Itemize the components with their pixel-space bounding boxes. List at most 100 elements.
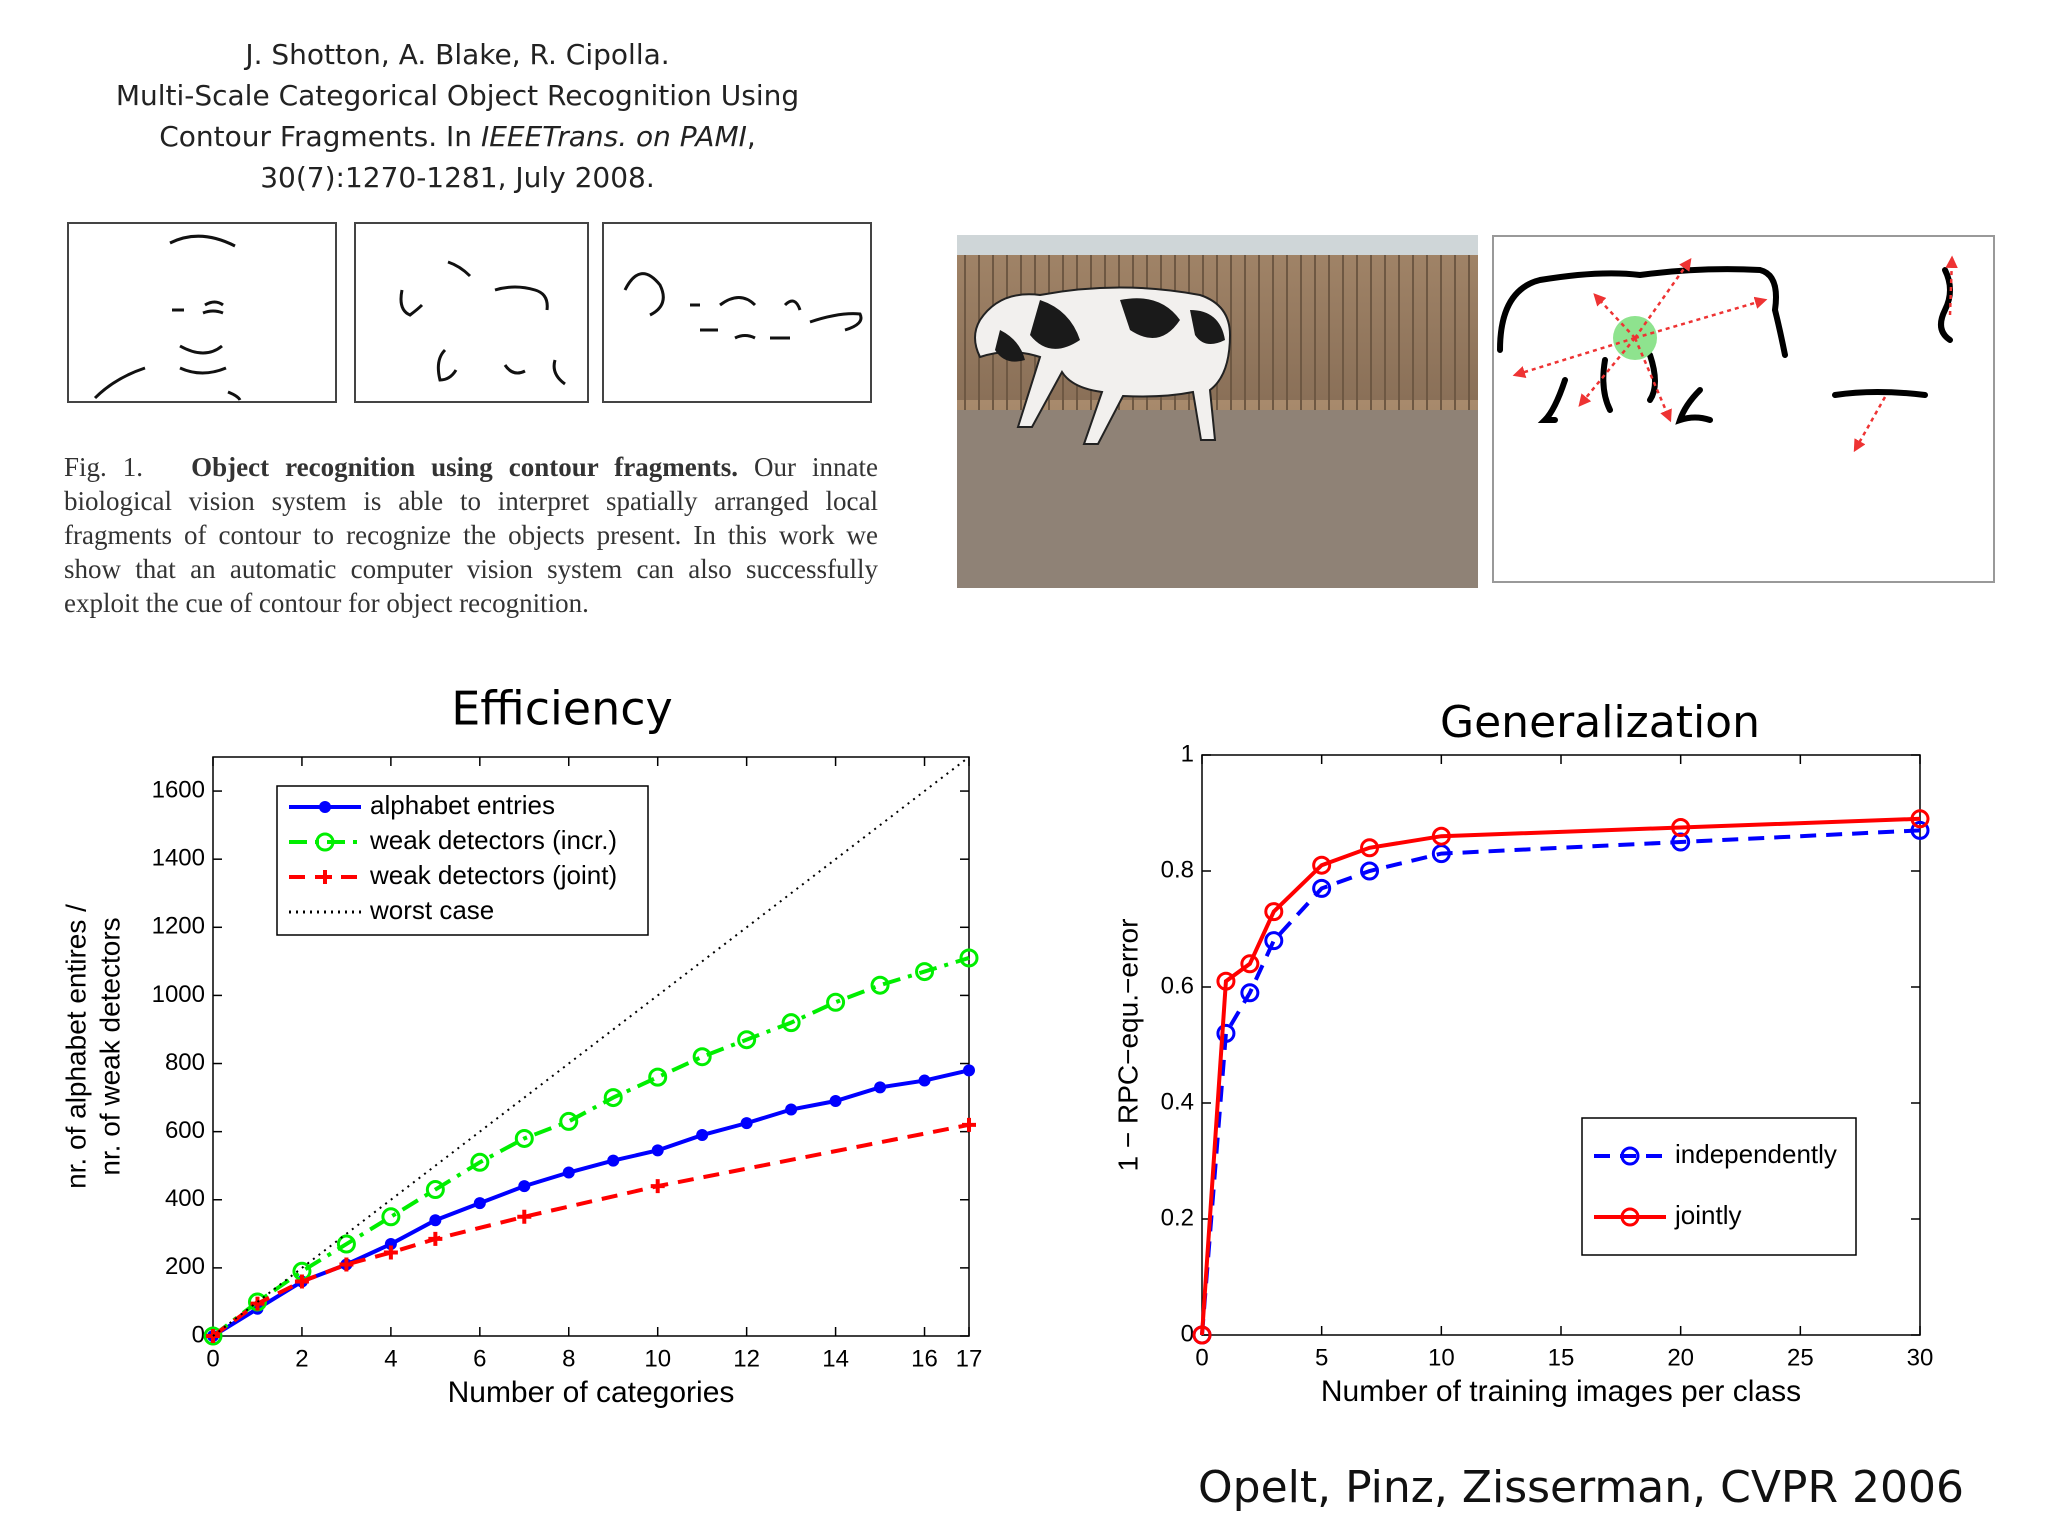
marker bbox=[319, 801, 331, 813]
marker bbox=[648, 1067, 668, 1087]
marker bbox=[1216, 971, 1236, 991]
x-tick-label: 10 bbox=[644, 1345, 671, 1372]
marker bbox=[740, 1117, 753, 1130]
figure-box bbox=[354, 222, 589, 403]
y-tick-label: 1600 bbox=[152, 776, 205, 803]
footer: Opelt, Pinz, Zisserman, CVPR 2006 bbox=[1198, 1462, 1965, 1513]
legend-label: weak detectors (joint) bbox=[369, 860, 617, 890]
x-tick-label: 5 bbox=[1315, 1344, 1328, 1371]
marker bbox=[381, 1207, 401, 1227]
x-axis-label: Number of categories bbox=[448, 1376, 735, 1409]
series-line bbox=[212, 756, 970, 1337]
x-tick-label: 2 bbox=[295, 1345, 308, 1372]
marker bbox=[1910, 820, 1930, 840]
marker bbox=[1216, 1023, 1236, 1043]
marker bbox=[870, 975, 890, 995]
marker bbox=[785, 1103, 798, 1116]
marker bbox=[1431, 826, 1451, 846]
marker bbox=[962, 1117, 976, 1132]
y-tick-label: 0 bbox=[1181, 1320, 1194, 1347]
x-tick-label: 20 bbox=[1667, 1344, 1694, 1371]
marker bbox=[1360, 861, 1380, 881]
marker bbox=[1192, 1325, 1212, 1345]
legend-label: jointly bbox=[1674, 1200, 1741, 1230]
marker bbox=[1264, 902, 1284, 922]
y-axis-label: 1 − RPC−equ.−error bbox=[1112, 919, 1143, 1172]
marker bbox=[1264, 931, 1284, 951]
y-axis-label: nr. of weak detectors bbox=[94, 917, 125, 1175]
marker bbox=[514, 1128, 534, 1148]
cow-photo bbox=[957, 235, 1478, 588]
marker bbox=[1671, 818, 1691, 837]
journal: IEEETrans. on PAMI bbox=[480, 120, 747, 153]
series-line bbox=[211, 1122, 970, 1338]
chart-title: Efficiency bbox=[451, 682, 673, 736]
marker bbox=[737, 1030, 757, 1050]
marker bbox=[250, 1296, 265, 1311]
marker bbox=[384, 1238, 397, 1251]
y-tick-label: 400 bbox=[165, 1185, 205, 1212]
y-tick-label: 1200 bbox=[152, 913, 205, 940]
marker bbox=[959, 948, 979, 968]
x-tick-label: 25 bbox=[1787, 1344, 1814, 1371]
series-line bbox=[1200, 828, 1921, 1336]
marker bbox=[650, 1179, 665, 1194]
marker bbox=[603, 1088, 623, 1108]
marker bbox=[696, 1129, 709, 1142]
marker bbox=[1312, 855, 1332, 875]
plot-frame bbox=[212, 756, 970, 1337]
marker bbox=[473, 1197, 486, 1210]
y-tick-label: 0.6 bbox=[1161, 972, 1194, 999]
marker bbox=[1240, 954, 1260, 974]
y-tick-label: 0.4 bbox=[1161, 1088, 1194, 1115]
x-tick-label: 30 bbox=[1907, 1344, 1934, 1371]
marker bbox=[203, 1326, 223, 1346]
marker bbox=[963, 1064, 975, 1077]
series-line bbox=[211, 956, 970, 1338]
legend-label: weak detectors (incr.) bbox=[369, 825, 617, 855]
marker bbox=[470, 1152, 490, 1172]
citation-text: Contour Fragments. In bbox=[159, 120, 481, 153]
y-tick-label: 0.8 bbox=[1161, 856, 1194, 883]
y-tick-label: 0 bbox=[192, 1321, 205, 1348]
marker bbox=[429, 1214, 442, 1227]
x-tick-label: 16 bbox=[911, 1345, 938, 1372]
marker bbox=[651, 1144, 664, 1157]
marker bbox=[1620, 1207, 1640, 1227]
y-tick-label: 1400 bbox=[152, 845, 205, 872]
x-axis-label: Number of training images per class bbox=[1321, 1375, 1801, 1408]
x-tick-label: 17 bbox=[956, 1345, 983, 1372]
marker bbox=[915, 962, 935, 982]
marker bbox=[294, 1274, 309, 1289]
y-tick-label: 1000 bbox=[152, 981, 205, 1008]
legend-label: alphabet entries bbox=[370, 790, 555, 820]
marker bbox=[607, 1154, 620, 1167]
legend-label: independently bbox=[1675, 1139, 1837, 1169]
figure-caption: Fig. 1. Object recognition using contour… bbox=[64, 450, 878, 620]
marker bbox=[428, 1231, 443, 1246]
marker bbox=[383, 1245, 398, 1260]
marker bbox=[874, 1081, 887, 1094]
marker bbox=[781, 1013, 801, 1033]
caption-label: Fig. 1. bbox=[64, 452, 144, 482]
marker bbox=[318, 870, 332, 884]
x-tick-label: 6 bbox=[473, 1345, 486, 1372]
x-tick-label: 10 bbox=[1428, 1344, 1455, 1371]
marker bbox=[918, 1074, 931, 1087]
y-tick-label: 600 bbox=[165, 1117, 205, 1144]
contour-diagram bbox=[1492, 235, 1995, 583]
marker bbox=[336, 1234, 356, 1254]
figure-box bbox=[67, 222, 337, 403]
x-tick-label: 4 bbox=[384, 1345, 397, 1372]
y-tick-label: 200 bbox=[165, 1253, 205, 1280]
y-tick-label: 0.2 bbox=[1161, 1204, 1194, 1231]
caption-text: Our innate biological vision system is a… bbox=[64, 452, 879, 618]
x-tick-label: 12 bbox=[733, 1345, 760, 1372]
marker bbox=[1312, 878, 1332, 898]
marker bbox=[1240, 983, 1260, 1003]
y-tick-label: 800 bbox=[165, 1049, 205, 1076]
citation-line: 30(7):1270-1281, July 2008. bbox=[260, 161, 655, 194]
y-axis-label: nr. of alphabet entires / bbox=[60, 904, 91, 1189]
